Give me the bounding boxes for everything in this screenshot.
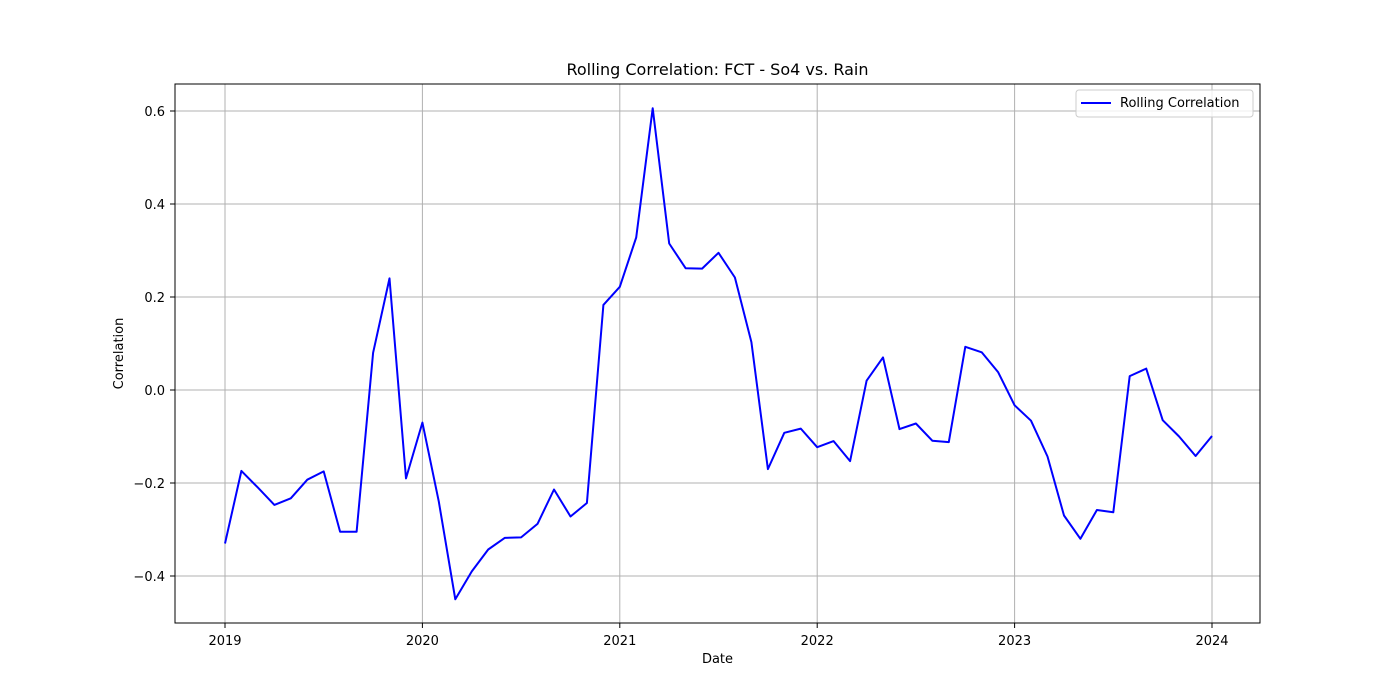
x-tick-label: 2020: [406, 634, 439, 649]
series-line-rolling-correlation: [224, 107, 1213, 601]
x-tick-label: 2024: [1195, 634, 1228, 649]
grid-lines: [175, 84, 1260, 623]
legend-label: Rolling Correlation: [1120, 96, 1240, 111]
y-axis-ticks: −0.4 −0.2 0.0 0.2 0.4 0.6: [133, 105, 175, 585]
x-tick-label: 2023: [998, 634, 1031, 649]
series-layer: [224, 107, 1213, 601]
legend: Rolling Correlation: [1075, 89, 1254, 118]
x-axis-ticks: 2019 2020 2021 2022 2023 2024: [208, 623, 1229, 649]
y-tick-label: 0.2: [144, 291, 165, 306]
x-axis-label: Date: [702, 652, 733, 667]
y-tick-label: −0.4: [133, 570, 165, 585]
x-tick-label: 2021: [603, 634, 636, 649]
x-tick-label: 2022: [801, 634, 834, 649]
legend-box: [1075, 89, 1254, 118]
y-tick-label: 0.4: [144, 198, 165, 213]
y-axis-label: Correlation: [112, 318, 127, 390]
chart-title: Rolling Correlation: FCT - So4 vs. Rain: [566, 60, 868, 79]
y-tick-label: 0.6: [144, 105, 165, 120]
plot-frame: [174, 83, 1261, 624]
y-tick-label: −0.2: [133, 477, 165, 492]
y-tick-label: 0.0: [144, 384, 165, 399]
x-tick-label: 2019: [208, 634, 241, 649]
